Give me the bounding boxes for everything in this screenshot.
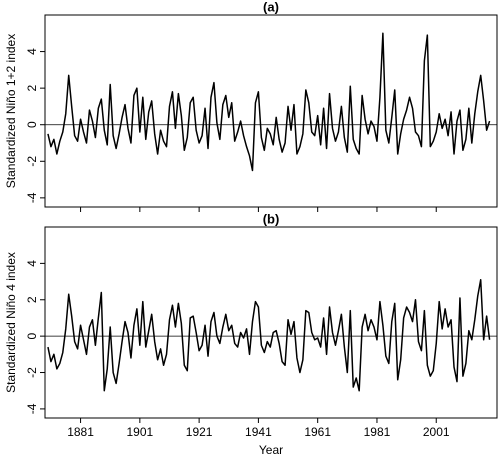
y-tick-label: 4 [25, 48, 39, 55]
y-tick-label: -2 [25, 156, 39, 167]
y-tick-label: 2 [25, 296, 39, 303]
series-line [47, 32, 491, 172]
x-tick-label: 1901 [126, 425, 153, 439]
x-tick-label: 1941 [245, 425, 272, 439]
x-axis-label: Year [259, 443, 283, 457]
x-tick-label: 1921 [186, 425, 213, 439]
x-tick-label: 1961 [304, 425, 331, 439]
y-tick-label: -2 [25, 367, 39, 378]
y-tick-label: -4 [25, 403, 39, 414]
panel-title: (b) [263, 211, 280, 226]
panel-title: (a) [263, 0, 279, 14]
y-tick-label: 0 [25, 332, 39, 339]
x-tick-label: 2001 [423, 425, 450, 439]
y-tick-label: -4 [25, 192, 39, 203]
y-axis-label: Standardized Niño 1+2 index [4, 34, 18, 188]
y-tick-label: 2 [25, 84, 39, 91]
y-axis-label: Standardized Niño 4 index [4, 252, 18, 393]
y-tick-label: 0 [25, 121, 39, 128]
series-line [47, 279, 491, 392]
plot-frame [44, 226, 498, 419]
x-tick-label: 1881 [67, 425, 94, 439]
x-tick-label: 1981 [364, 425, 391, 439]
y-tick-label: 4 [25, 260, 39, 267]
plot-frame [44, 14, 498, 208]
